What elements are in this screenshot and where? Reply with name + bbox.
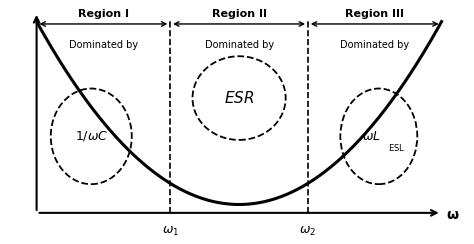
Text: $1/\omega C$: $1/\omega C$ — [74, 129, 108, 143]
Text: Region I: Region I — [78, 10, 129, 19]
Text: Region III: Region III — [345, 10, 404, 19]
Text: $\omega_2$: $\omega_2$ — [300, 225, 317, 238]
Text: $\omega \mathit{L}$: $\omega \mathit{L}$ — [362, 130, 381, 143]
Text: $\omega_1$: $\omega_1$ — [162, 225, 179, 238]
Text: Dominated by: Dominated by — [69, 41, 138, 51]
Text: $\mathbf{\omega}$: $\mathbf{\omega}$ — [446, 208, 460, 222]
Text: $\mathit{ESR}$: $\mathit{ESR}$ — [224, 90, 255, 106]
Text: Dominated by: Dominated by — [340, 41, 410, 51]
Text: $\mathrm{ESL}$: $\mathrm{ESL}$ — [388, 142, 405, 153]
Text: Dominated by: Dominated by — [204, 41, 273, 51]
Text: Region II: Region II — [211, 10, 266, 19]
